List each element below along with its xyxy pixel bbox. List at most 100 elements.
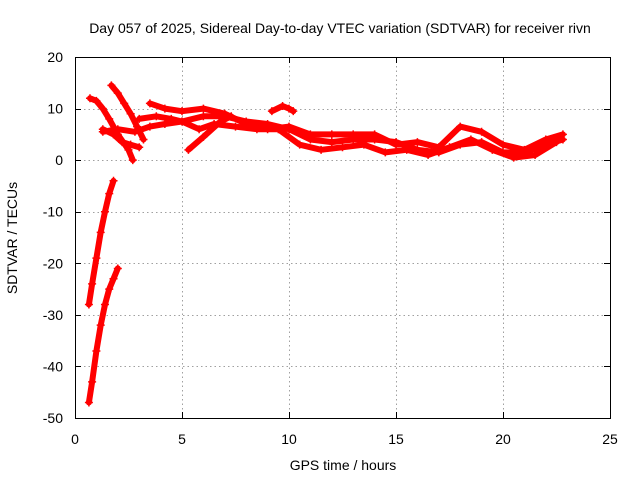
data-point-marker <box>152 112 161 121</box>
data-point-marker <box>100 207 109 216</box>
data-point-marker <box>145 122 154 131</box>
chart-title: Day 057 of 2025, Sidereal Day-to-day VTE… <box>89 20 591 36</box>
data-point-marker <box>113 89 122 98</box>
data-point-marker <box>178 117 186 126</box>
data-point-marker <box>199 112 208 121</box>
data-point-marker <box>402 145 411 154</box>
data-point-marker <box>88 279 97 288</box>
data-point-marker <box>128 156 137 165</box>
data-point-marker <box>126 140 135 149</box>
data-point-marker <box>392 140 400 149</box>
x-tick-label: 20 <box>495 431 511 447</box>
y-axis-title: SDTVAR / TECUs <box>4 182 20 294</box>
data-point-marker <box>558 130 567 139</box>
data-point-marker <box>317 145 326 154</box>
data-point-marker <box>120 99 129 108</box>
x-tick-label: 15 <box>388 431 404 447</box>
data-point-marker <box>113 264 122 273</box>
data-point-marker <box>285 104 293 113</box>
data-point-marker <box>359 140 368 149</box>
data-point-marker <box>96 321 105 330</box>
data-point-marker <box>109 176 118 185</box>
data-point-marker <box>130 127 139 136</box>
x-axis-title: GPS time / hours <box>290 457 397 473</box>
data-point-marker <box>92 254 101 263</box>
data-point-marker <box>98 127 107 136</box>
x-tick-label: 5 <box>178 431 186 447</box>
data-point-marker <box>160 120 169 129</box>
y-tick-label: 10 <box>47 101 63 117</box>
data-point-marker <box>107 81 116 90</box>
data-point-marker <box>167 114 176 123</box>
data-point-marker <box>541 135 550 144</box>
data-point-marker <box>178 107 186 116</box>
x-tick-label: 25 <box>602 431 618 447</box>
y-tick-label: 0 <box>55 152 63 168</box>
ticks <box>75 57 611 419</box>
data-point-marker <box>349 130 358 139</box>
data-point-marker <box>195 125 204 134</box>
series-trace-d <box>185 113 235 153</box>
series-trace-c <box>136 113 560 161</box>
data-point-marker <box>135 143 144 152</box>
y-tick-label: -40 <box>43 358 63 374</box>
data-point-marker <box>85 94 94 103</box>
tick-labels: 0 5 10 15 20 25 -50 -40 -30 -20 -10 0 10 20 <box>43 49 618 447</box>
data-point-marker <box>552 138 561 147</box>
data-point-marker <box>96 228 105 237</box>
data-point-marker <box>520 145 529 154</box>
plot-frame <box>75 57 611 419</box>
data-point-marker <box>84 300 93 309</box>
data-point-marker <box>98 104 107 113</box>
data-point-marker <box>285 122 293 131</box>
data-point-marker <box>135 114 144 123</box>
data-point-marker <box>327 130 336 139</box>
data-point-marker <box>139 135 148 144</box>
data-point-marker <box>145 99 154 108</box>
data-point-marker <box>105 189 114 198</box>
y-tick-label: 20 <box>47 49 63 65</box>
data-point-marker <box>126 109 135 118</box>
data-point-marker <box>105 285 114 294</box>
data-point-marker <box>488 145 497 154</box>
data-point-marker <box>477 127 486 136</box>
data-point-marker <box>160 104 169 113</box>
data-point-marker <box>184 145 193 154</box>
data-point-marker <box>118 138 127 147</box>
y-tick-label: -50 <box>43 410 63 426</box>
data-point-marker <box>466 135 475 144</box>
data-point-marker <box>231 122 240 131</box>
data-point-marker <box>499 140 507 149</box>
data-point-marker <box>370 130 379 139</box>
data-point-marker <box>289 107 298 116</box>
data-point-marker <box>306 130 315 139</box>
data-point-marker <box>109 274 118 283</box>
data-point-marker <box>278 101 287 110</box>
data-point-marker <box>267 107 276 116</box>
data-point-marker <box>445 143 454 152</box>
data-layer <box>84 81 567 407</box>
data-point-marker <box>113 125 122 134</box>
data-point-marker <box>100 300 109 309</box>
data-point-marker <box>84 398 93 407</box>
data-point-marker <box>92 346 101 355</box>
data-point-marker <box>381 148 390 157</box>
series-bump-10 <box>268 103 297 115</box>
x-tick-label: 10 <box>281 431 297 447</box>
x-tick-label: 0 <box>71 431 79 447</box>
data-point-marker <box>92 96 101 105</box>
data-point-marker <box>338 143 347 152</box>
data-point-marker <box>531 150 540 159</box>
data-point-marker <box>509 153 518 162</box>
data-point-marker <box>252 125 261 134</box>
data-point-marker <box>88 377 97 386</box>
data-point-marker <box>105 114 114 123</box>
data-point-marker <box>274 125 283 134</box>
y-tick-label: -20 <box>43 255 63 271</box>
y-tick-label: -30 <box>43 307 63 323</box>
grid <box>75 57 610 418</box>
data-point-marker <box>327 138 336 147</box>
y-tick-label: -10 <box>43 204 63 220</box>
